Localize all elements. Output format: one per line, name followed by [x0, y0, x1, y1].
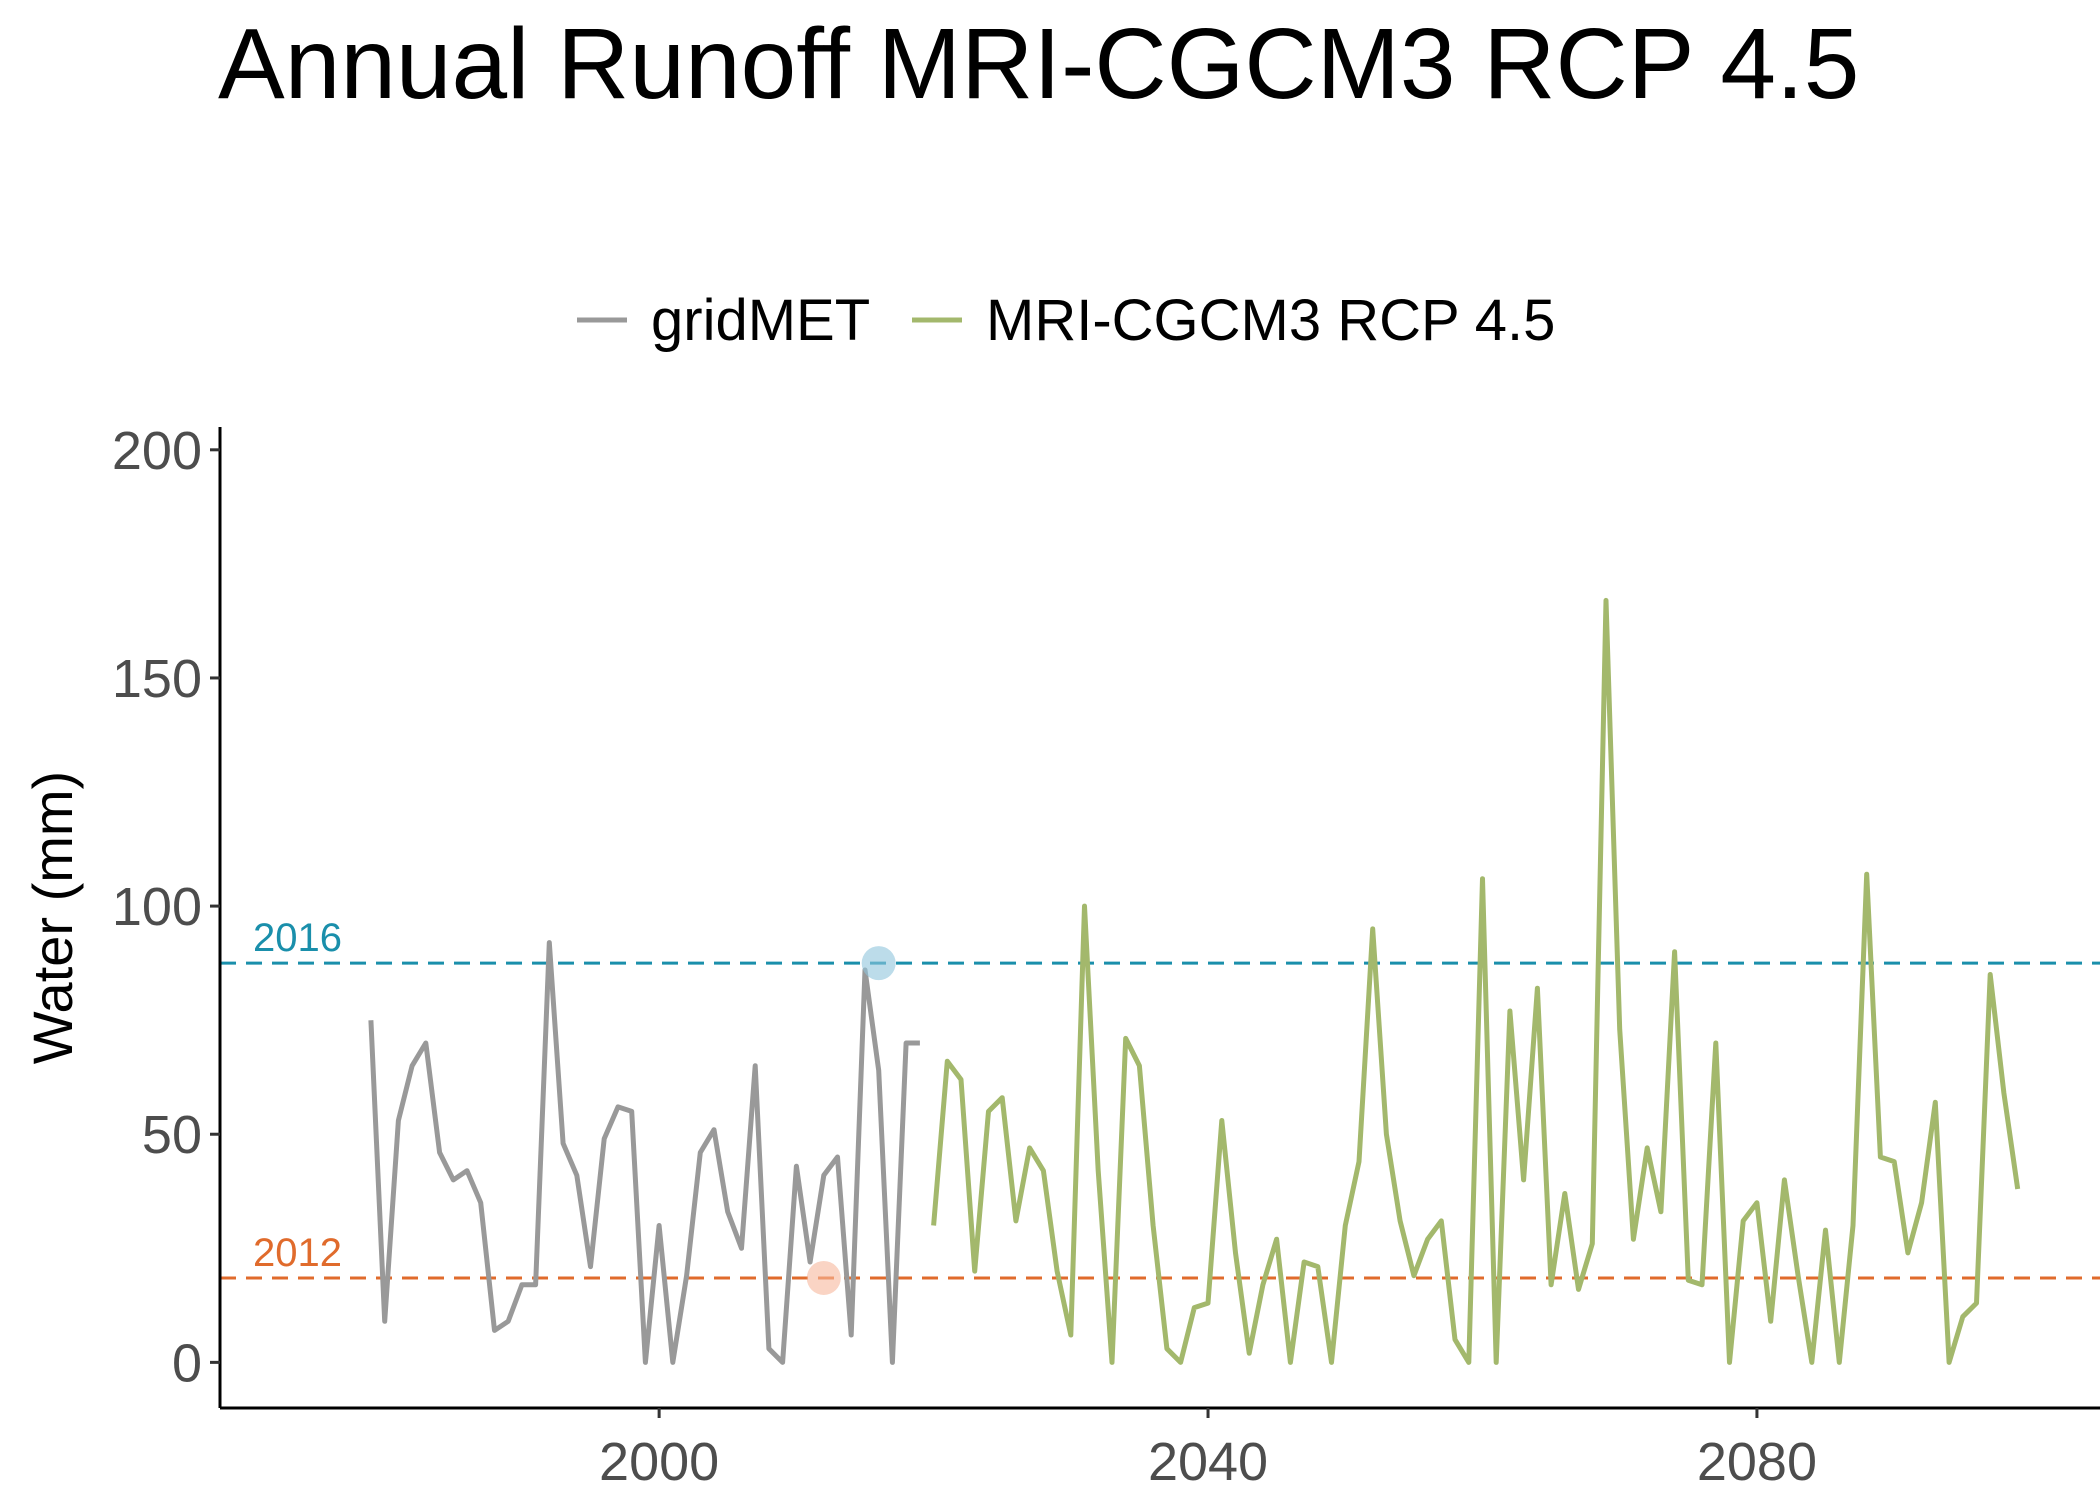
reference-marker [806, 1260, 841, 1295]
y-tick-label: 150 [112, 649, 202, 709]
series-line [931, 597, 2021, 1365]
axes: 0 50 100 150 200 2000 2040 2080 Water (mm) [21, 421, 2100, 1492]
series-line [368, 940, 920, 1365]
chart-title: Annual Runoff MRI-CGCM3 RCP 4.5 [218, 8, 1860, 120]
reference-marker [861, 946, 896, 981]
legend: gridMET MRI-CGCM3 RCP 4.5 [577, 288, 1555, 353]
x-tick-label: 2000 [599, 1432, 719, 1492]
reference-label: 2016 [253, 916, 342, 960]
y-tick-label: 50 [142, 1105, 202, 1165]
series-lines [368, 597, 2021, 1365]
y-axis-label: Water (mm) [21, 771, 84, 1064]
x-tick-label: 2080 [1697, 1432, 1817, 1492]
reference-label: 2012 [253, 1231, 342, 1275]
reference-markers [806, 946, 896, 1295]
y-tick-label: 200 [112, 421, 202, 481]
y-tick-label: 0 [172, 1333, 202, 1393]
legend-label: gridMET [651, 288, 870, 353]
reference-lines: 2016 2012 [220, 916, 2100, 1280]
legend-label: MRI-CGCM3 RCP 4.5 [986, 288, 1555, 353]
y-tick-label: 100 [112, 877, 202, 937]
x-tick-label: 2040 [1148, 1432, 1268, 1492]
